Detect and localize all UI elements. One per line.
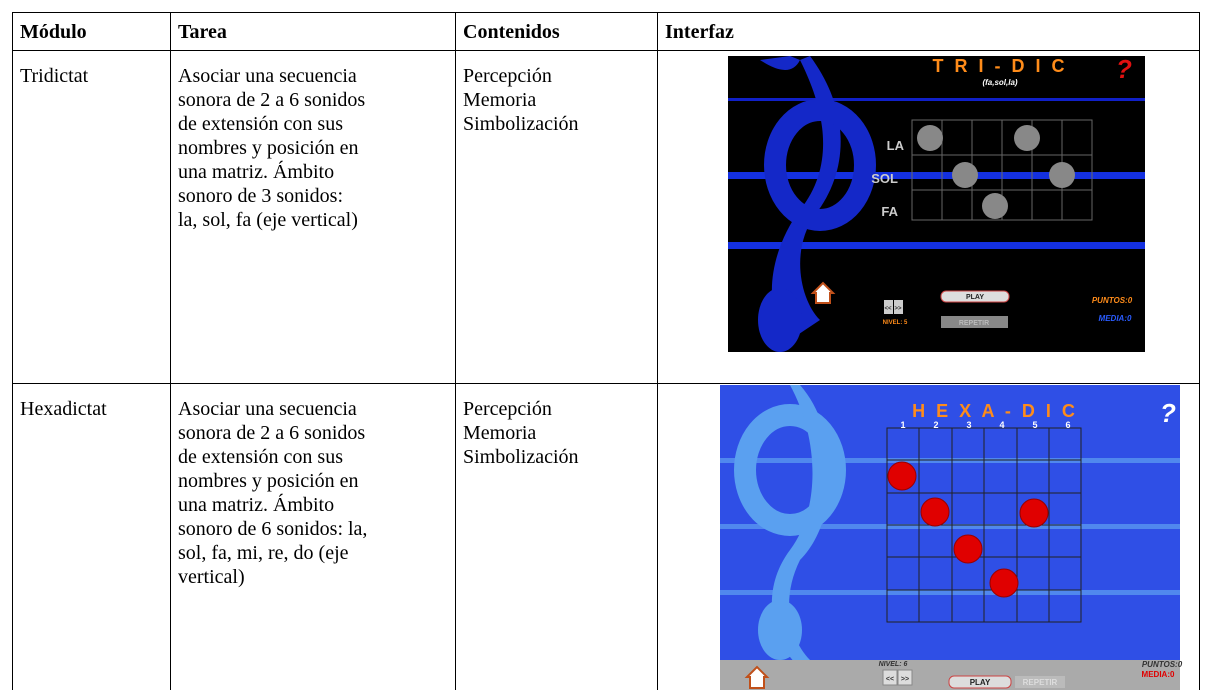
hexadic-screenshot — [720, 385, 1180, 690]
next-button[interactable]: >> — [894, 306, 902, 312]
task-line: Asociar una secuencia — [178, 65, 357, 87]
note-label: LA — [887, 138, 905, 153]
column-number: 1 — [900, 420, 905, 430]
help-button: ? — [1116, 54, 1132, 84]
ui-title: H E X A - D I C — [912, 401, 1078, 421]
next-button[interactable]: >> — [901, 676, 909, 683]
module: Hexadictat — [20, 398, 107, 420]
prev-button[interactable]: << — [884, 306, 892, 312]
average: MEDIA:0 — [1142, 670, 1175, 679]
task-line: una matriz. Ámbito — [178, 493, 334, 516]
content-item: Memoria — [463, 422, 536, 444]
ui-title: T R I - D I C — [933, 56, 1068, 76]
task-line: sonoro de 6 sonidos: la, — [178, 518, 367, 540]
task-line: de extensión con sus — [178, 113, 343, 135]
play-button[interactable]: PLAY — [966, 294, 984, 301]
column-number: 3 — [966, 420, 971, 430]
task-line: sonora de 2 a 6 sonidos — [178, 89, 365, 111]
repeat-button[interactable]: REPETIR — [959, 320, 989, 327]
task-line: sonora de 2 a 6 sonidos — [178, 422, 365, 444]
table-grid — [12, 12, 1200, 690]
column-number: 5 — [1032, 420, 1037, 430]
header-cell: Interfaz — [665, 21, 734, 43]
header-cell: Contenidos — [463, 21, 560, 43]
content-item: Percepción — [463, 398, 552, 420]
average: MEDIA:0 — [1099, 314, 1132, 323]
task-line: nombres y posición en — [178, 470, 359, 492]
points: PUNTOS:0 — [1092, 296, 1133, 305]
task-line: una matriz. Ámbito — [178, 160, 334, 183]
tridic-screenshot — [728, 56, 1145, 352]
header-cell: Módulo — [20, 21, 87, 43]
help-button: ? — [1160, 398, 1176, 428]
task-line: vertical) — [178, 566, 245, 588]
note-label: FA — [881, 204, 898, 219]
task-line: nombres y posición en — [178, 137, 359, 159]
level: NIVEL: 5 — [883, 320, 908, 326]
module: Tridictat — [20, 65, 89, 87]
task-line: sol, fa, mi, re, do (eje — [178, 542, 349, 564]
task-line: sonoro de 3 sonidos: — [178, 185, 343, 207]
points: PUNTOS:0 — [1142, 660, 1183, 669]
play-button[interactable]: PLAY — [970, 678, 991, 687]
ui-subtitle: (fa,sol,la) — [982, 78, 1017, 87]
task-line: la, sol, fa (eje vertical) — [178, 209, 358, 231]
content-item: Memoria — [463, 89, 536, 111]
content-item: Simbolización — [463, 113, 579, 135]
content-item: Simbolización — [463, 446, 579, 468]
prev-button[interactable]: << — [886, 676, 894, 683]
task-line: Asociar una secuencia — [178, 398, 357, 420]
column-number: 6 — [1065, 420, 1070, 430]
header-cell: Tarea — [178, 21, 227, 43]
column-number: 4 — [999, 420, 1004, 430]
level: NIVEL: 6 — [879, 661, 908, 668]
task-line: de extensión con sus — [178, 446, 343, 468]
note-label: SOL — [871, 171, 898, 186]
column-number: 2 — [933, 420, 938, 430]
repeat-button[interactable]: REPETIR — [1023, 678, 1058, 687]
content-item: Percepción — [463, 65, 552, 87]
